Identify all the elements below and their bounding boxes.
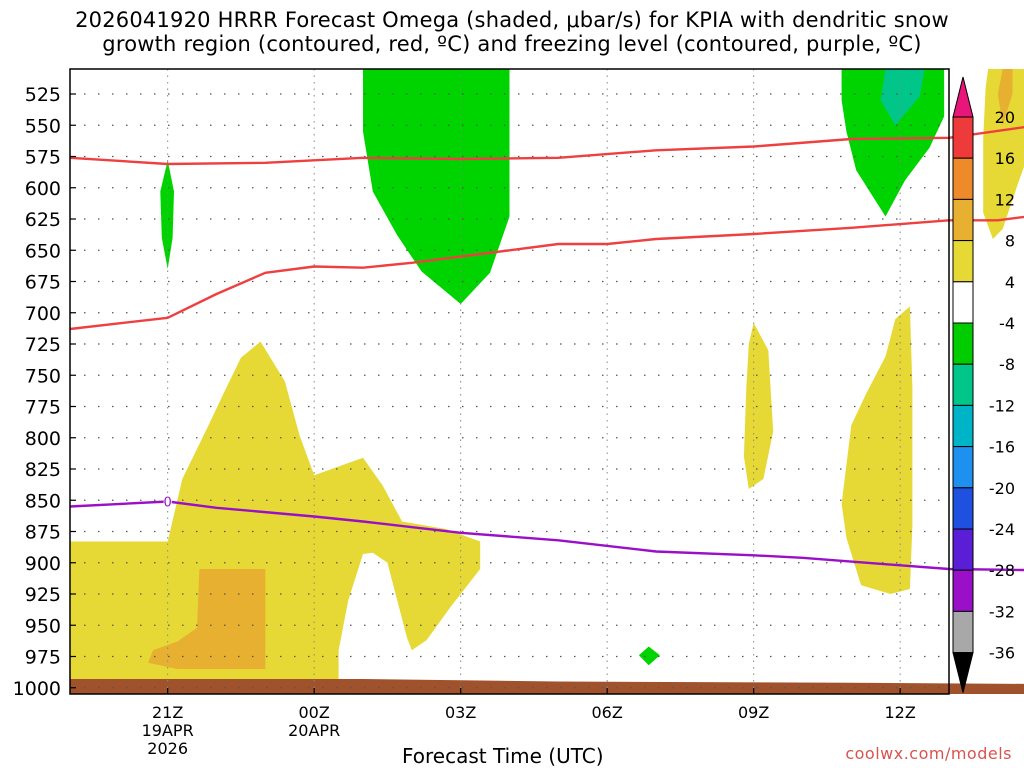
colorbar-swatch xyxy=(952,198,974,242)
colorbar: 20 16 12 8 4 -4 -8 -12 -16 -20 -24 -28 -32 -36 xyxy=(952,76,1015,693)
y-tick-label: 625 xyxy=(25,209,61,231)
colorbar-label: -8 xyxy=(999,355,1015,374)
sinking-motion-lower-left-core xyxy=(148,569,266,669)
colorbar-label: 12 xyxy=(995,190,1015,209)
colorbar-swatch xyxy=(952,569,974,612)
y-tick-label: 850 xyxy=(25,490,61,512)
y-tick-label: 725 xyxy=(25,334,61,356)
y-tick-label: 525 xyxy=(25,84,61,106)
terrain-fill xyxy=(70,679,1024,694)
upward-motion-top-left xyxy=(363,69,510,304)
y-tick-label: 775 xyxy=(25,397,61,419)
colorbar-swatch xyxy=(952,116,974,159)
colorbar-swatch xyxy=(952,528,974,571)
chart-title-line-1: 2026041920 HRRR Forecast Omega (shaded, … xyxy=(75,8,949,32)
axes-layer: 525 550 575 600 625 650 675 700 725 750 775 800 825 8… xyxy=(13,68,950,758)
y-tick-label: 950 xyxy=(25,615,61,637)
x-tick-label: 20APR xyxy=(288,721,340,740)
y-tick-label: 975 xyxy=(25,647,61,669)
chart-title-line-2: growth region (contoured, red, ºC) and f… xyxy=(102,32,922,56)
colorbar-swatch xyxy=(952,157,974,200)
colorbar-swatch xyxy=(952,240,974,283)
upward-motion-left-sliver xyxy=(160,160,174,269)
y-tick-label: 900 xyxy=(25,553,61,575)
colorbar-label: -28 xyxy=(989,561,1015,580)
colorbar-swatch xyxy=(952,281,974,324)
x-tick-label: 12Z xyxy=(885,703,916,722)
y-tick-label: 650 xyxy=(25,240,61,262)
series-line xyxy=(69,125,1024,166)
colorbar-bottom-triangle xyxy=(952,652,974,693)
series-label-bg xyxy=(163,495,172,508)
grid-layer xyxy=(70,69,949,694)
colorbar-label: 20 xyxy=(995,108,1015,127)
contour-lines-layer: 0 xyxy=(69,125,1024,572)
colorbar-label: -12 xyxy=(989,396,1015,415)
colorbar-swatch xyxy=(952,363,974,406)
upward-motion-top-right xyxy=(841,69,945,217)
x-tick-label: 06Z xyxy=(592,703,623,722)
colorbar-swatch xyxy=(952,487,974,530)
omega-shading-layer xyxy=(70,69,1024,686)
y-tick-label: 575 xyxy=(25,147,61,169)
y-tick-label: 700 xyxy=(25,303,61,325)
y-tick-label: 550 xyxy=(25,115,61,137)
sinking-motion-top-right xyxy=(983,69,1024,239)
series-label: 0 xyxy=(164,496,172,511)
colorbar-label: -36 xyxy=(989,644,1015,663)
colorbar-label: -32 xyxy=(989,602,1015,621)
colorbar-swatch xyxy=(952,404,974,448)
y-tick-label: 600 xyxy=(25,178,61,200)
y-tick-label: 800 xyxy=(25,428,61,450)
colorbar-swatch xyxy=(952,610,974,654)
x-tick-label: 00Z xyxy=(299,703,330,722)
x-tick-label: 09Z xyxy=(738,703,769,722)
colorbar-label: -4 xyxy=(999,314,1015,333)
colorbar-top-triangle xyxy=(952,76,974,118)
colorbar-label: 8 xyxy=(1005,232,1015,251)
colorbar-label: -24 xyxy=(989,520,1015,539)
y-tick-label: 925 xyxy=(25,584,61,606)
plot-frame xyxy=(69,68,950,695)
x-tick-label: 21Z xyxy=(152,703,183,722)
site-credit[interactable]: coolwx.com/models xyxy=(845,744,1012,763)
x-tick-label: 19APR xyxy=(142,721,194,740)
y-tick-label: 750 xyxy=(25,365,61,387)
colorbar-label: 16 xyxy=(995,149,1015,168)
colorbar-label: -16 xyxy=(989,438,1015,457)
x-tick-label: 03Z xyxy=(445,703,476,722)
terrain-layer xyxy=(70,679,1024,694)
series-line xyxy=(69,215,1024,331)
y-tick-label: 675 xyxy=(25,272,61,294)
y-tick-label: 875 xyxy=(25,522,61,544)
colorbar-swatch xyxy=(952,322,974,365)
x-axis-label: Forecast Time (UTC) xyxy=(402,744,604,768)
series-line xyxy=(69,500,1024,572)
x-tick-label: 2026 xyxy=(147,739,188,758)
sinking-motion-top-right-core xyxy=(997,69,1013,126)
y-tick-label: 1000 xyxy=(13,678,61,700)
upward-motion-low-spot xyxy=(638,646,660,666)
colorbar-label: 4 xyxy=(1005,273,1015,292)
colorbar-label: -20 xyxy=(989,479,1015,498)
colorbar-swatch xyxy=(952,446,974,489)
upward-motion-top-right-core xyxy=(880,69,925,126)
y-tick-label: 825 xyxy=(25,459,61,481)
sinking-motion-09z xyxy=(743,322,774,489)
sinking-motion-12z xyxy=(841,306,913,594)
